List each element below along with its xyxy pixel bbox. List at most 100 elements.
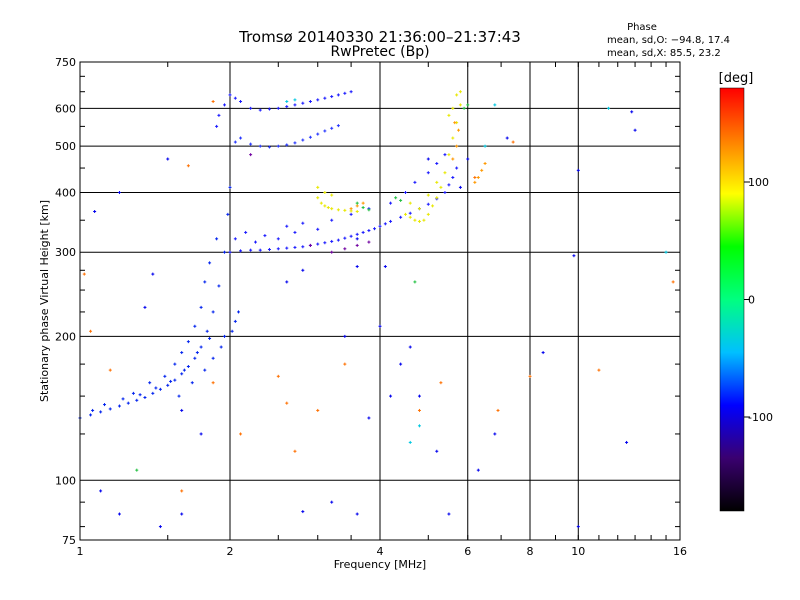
data-point [135, 398, 139, 402]
data-point [143, 305, 147, 309]
data-point [633, 128, 637, 132]
data-point [316, 242, 320, 246]
data-point [330, 126, 334, 130]
data-point [576, 168, 580, 172]
data-point [211, 310, 215, 314]
chart-subtitle: RwPretec (Bp) [330, 44, 429, 60]
data-point [89, 413, 93, 417]
y-tick-label: 300 [55, 246, 76, 259]
y-tick-label: 400 [55, 186, 76, 199]
y-tick-label: 200 [55, 330, 76, 343]
data-point [493, 432, 497, 436]
x-tick-label: 16 [673, 545, 687, 558]
data-point [223, 334, 227, 338]
data-point [431, 204, 435, 208]
data-point [413, 280, 417, 284]
data-point [373, 227, 377, 231]
data-point [330, 500, 334, 504]
data-point [483, 161, 487, 165]
y-tick-label: 500 [55, 140, 76, 153]
data-point [239, 249, 243, 253]
x-tick-label: 10 [571, 545, 585, 558]
data-point [223, 250, 227, 254]
data-point [316, 196, 320, 200]
y-tick-label: 100 [55, 474, 76, 487]
data-point [383, 222, 387, 226]
data-point [82, 272, 86, 276]
data-point [399, 198, 403, 202]
colorbar-tick-label: -100 [748, 411, 773, 424]
data-point [336, 238, 340, 242]
data-point [236, 310, 240, 314]
data-point [343, 91, 347, 95]
data-point [473, 180, 477, 184]
data-point [103, 403, 107, 407]
data-point [276, 374, 280, 378]
data-point [99, 410, 103, 414]
data-point [476, 175, 480, 179]
data-point [336, 93, 340, 97]
data-point [233, 96, 237, 100]
data-point [476, 468, 480, 472]
data-point [285, 224, 289, 228]
x-tick-label: 4 [377, 545, 384, 558]
data-point [293, 449, 297, 453]
data-point [293, 245, 297, 249]
data-point [367, 208, 371, 212]
data-point [316, 227, 320, 231]
data-point [211, 381, 215, 385]
y-tick-label: 75 [62, 534, 76, 547]
data-point [158, 525, 162, 529]
axis-ticks: 1 2 4 6 8 10 16 75 100 200 300 400 500 600 750 [55, 56, 687, 558]
x-tick-label: 8 [527, 545, 534, 558]
data-point [258, 144, 262, 148]
stats-line-x: mean, sd,X: 85.5, 23.2 [607, 48, 721, 59]
data-point [349, 212, 353, 216]
data-point [417, 207, 421, 211]
data-point [455, 166, 459, 170]
data-point [180, 408, 184, 412]
data-point [276, 247, 280, 251]
data-point [199, 305, 203, 309]
data-point [249, 153, 253, 157]
data-point [355, 265, 359, 269]
data-point [458, 90, 462, 94]
data-point [301, 268, 305, 272]
data-point [439, 185, 443, 189]
data-point [186, 164, 190, 168]
data-point [228, 250, 232, 254]
y-tick-label: 600 [55, 102, 76, 115]
data-point [316, 185, 320, 189]
data-point [447, 183, 451, 187]
series-o-mode-500-km-echo [233, 124, 340, 149]
data-point [417, 394, 421, 398]
data-point [99, 489, 103, 493]
data-point [249, 248, 253, 252]
y-axis-label: Stationary phase Virtual Height [km] [38, 200, 51, 402]
data-point [173, 362, 177, 366]
data-point [493, 103, 497, 107]
data-point [131, 391, 135, 395]
data-point [349, 90, 353, 94]
series-o-mode-f2-300-km [228, 153, 459, 254]
data-point [301, 221, 305, 225]
data-point [169, 379, 173, 383]
data-point [233, 319, 237, 323]
data-point [230, 329, 234, 333]
data-point [343, 247, 347, 251]
data-point [505, 136, 509, 140]
data-point [408, 211, 412, 215]
data-point [361, 206, 365, 210]
grid-lines [80, 62, 680, 540]
data-point [208, 336, 212, 340]
data-point [349, 207, 353, 211]
data-point [319, 201, 323, 205]
data-point [293, 230, 297, 234]
data-point [135, 468, 139, 472]
y-tick-label: 750 [55, 56, 76, 69]
data-point [267, 107, 271, 111]
data-point [367, 229, 371, 233]
data-point [435, 196, 439, 200]
